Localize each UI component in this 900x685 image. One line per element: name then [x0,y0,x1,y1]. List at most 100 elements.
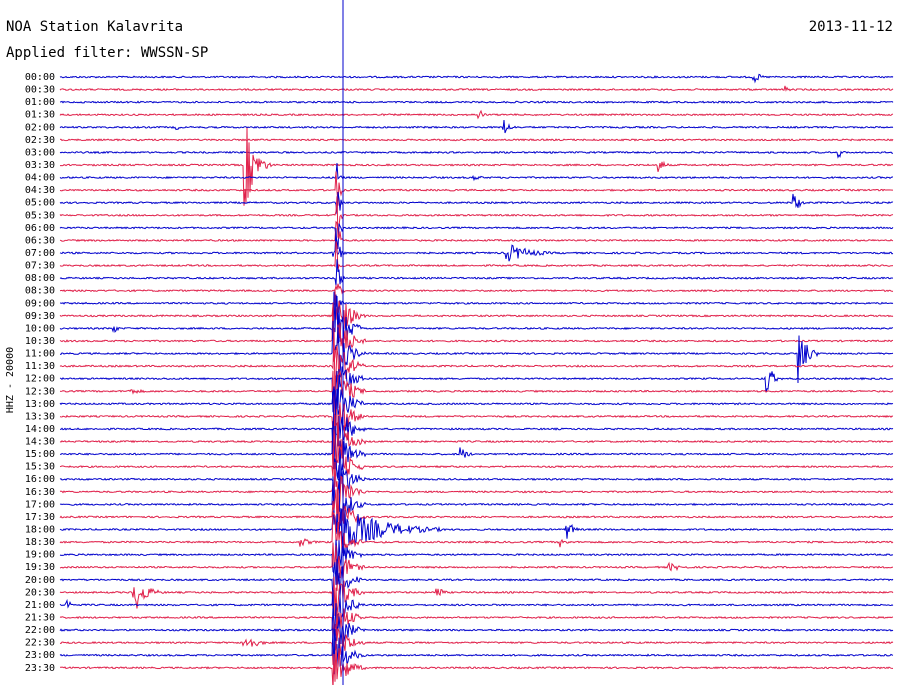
trace [59,150,893,159]
row-label: 19:30 [25,562,55,573]
trace [59,289,894,330]
row-label: 12:00 [25,374,55,385]
row-label: 05:00 [25,198,55,209]
row-label: 11:00 [25,349,55,360]
row-label: 22:30 [25,638,55,649]
trace [59,127,894,206]
trace [59,259,894,286]
trace [59,461,894,512]
trace [59,295,894,332]
axis-label: HHZ - 20000 [5,347,16,413]
trace [59,458,894,516]
trace [59,369,894,428]
date: 2013-11-12 [809,19,893,35]
trace [59,228,894,262]
trace [59,421,894,483]
row-label: 00:30 [25,85,55,96]
trace [59,608,894,651]
row-label: 20:00 [25,575,55,586]
trace [59,220,894,243]
traces [59,73,894,685]
row-label: 23:00 [25,650,55,661]
row-label: 04:00 [25,173,55,184]
row-label: 07:30 [25,261,55,272]
row-label: 08:00 [25,273,55,284]
trace [59,191,894,215]
row-label: 10:30 [25,336,55,347]
row-label: 14:00 [25,424,55,435]
trace [59,73,894,84]
row-label: 21:30 [25,613,55,624]
row-label: 22:00 [25,625,55,636]
trace [59,241,894,271]
trace [59,387,894,461]
row-label: 05:30 [25,210,55,221]
trace [59,414,894,472]
row-label: 07:00 [25,248,55,259]
row-label: 15:30 [25,462,55,473]
trace [59,488,894,530]
trace [59,302,894,362]
trace [59,476,894,535]
row-label: 10:00 [25,323,55,334]
trace [59,628,894,675]
row-label: 09:30 [25,311,55,322]
row-label: 17:00 [25,499,55,510]
trace [59,558,894,603]
row-label: 18:00 [25,525,55,536]
row-label: 06:00 [25,223,55,234]
row-label: 13:30 [25,411,55,422]
trace [59,576,894,616]
trace [59,291,894,344]
row-label: 12:30 [25,386,55,397]
trace [59,327,894,398]
trace [59,429,894,478]
trace [59,623,894,667]
row-label: 08:30 [25,286,55,297]
trace [59,283,894,295]
trace [59,120,894,134]
trace [59,320,894,384]
trace [59,109,894,120]
trace [59,386,894,416]
row-label: 18:30 [25,537,55,548]
row-label: 20:30 [25,587,55,598]
trace [59,171,893,206]
filter-label: Applied filter: WWSSN-SP [6,45,208,61]
trace [59,608,894,639]
row-label: 01:00 [25,97,55,108]
row-label: 04:30 [25,185,55,196]
trace [59,85,894,92]
row-label: 02:00 [25,122,55,133]
row-label: 16:30 [25,487,55,498]
row-label: 14:30 [25,437,55,448]
row-label: 15:00 [25,449,55,460]
trace [59,542,894,591]
row-label: 13:00 [25,399,55,410]
row-label: 09:00 [25,298,55,309]
trace [59,402,894,437]
row-label: 16:00 [25,474,55,485]
trace [59,223,894,250]
trace [59,640,893,685]
trace [59,100,894,104]
row-label: 03:00 [25,147,55,158]
trace [59,589,894,629]
row-label: 03:30 [25,160,55,171]
trace [59,508,894,546]
trace [59,138,894,142]
row-label: 23:30 [25,663,55,674]
station-title: NOA Station Kalavrita [6,19,183,35]
row-label: 17:30 [25,512,55,523]
row-label: 02:30 [25,135,55,146]
trace [59,366,894,413]
row-label: 11:30 [25,361,55,372]
row-label: 00:00 [25,72,55,83]
row-label: 06:30 [25,235,55,246]
trace [59,510,894,555]
trace [59,539,894,575]
row-label: 01:30 [25,110,55,121]
row-label: 19:00 [25,550,55,561]
trace [59,163,893,182]
